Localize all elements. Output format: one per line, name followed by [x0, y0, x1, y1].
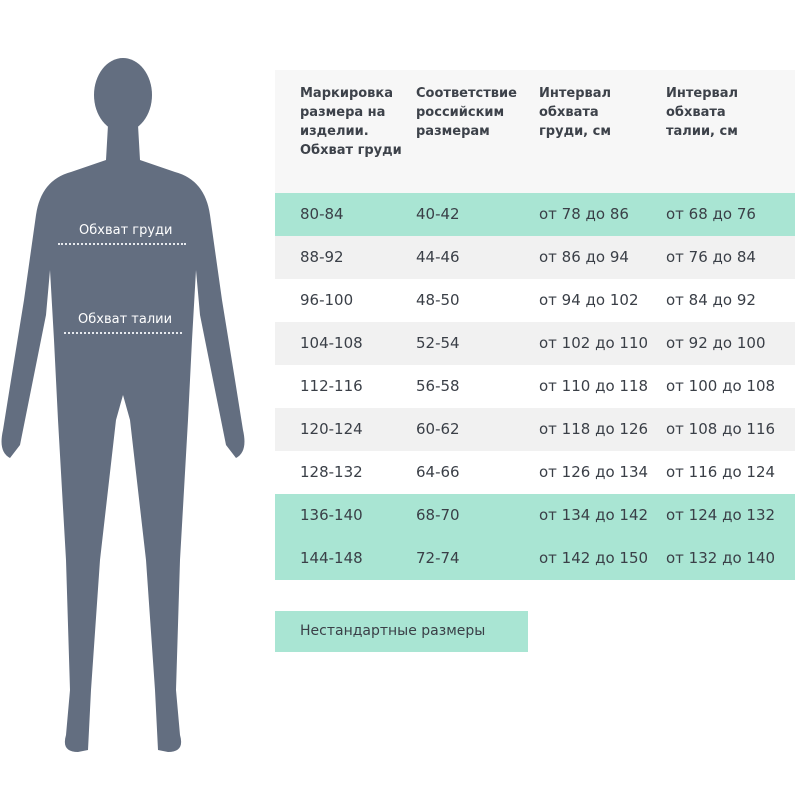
cell-mark: 112-116 — [300, 377, 363, 395]
cell-chest: от 94 до 102 — [539, 291, 639, 309]
cell-chest: от 142 до 150 — [539, 549, 649, 567]
waist-line — [64, 332, 182, 334]
cell-waist: от 100 до 108 — [666, 377, 776, 395]
cell-mark: 128-132 — [300, 463, 363, 481]
cell-mark: 80-84 — [300, 205, 344, 223]
cell-ru: 52-54 — [416, 334, 460, 352]
cell-mark: 104-108 — [300, 334, 363, 352]
cell-waist: от 124 до 132 — [666, 506, 776, 524]
waist-girth-label: Обхват талии — [78, 312, 173, 327]
chest-line — [58, 243, 186, 245]
table-row: 144-148 72-74 от 142 до 150 от 132 до 140 — [275, 537, 795, 580]
cell-ru: 48-50 — [416, 291, 460, 309]
cell-ru: 72-74 — [416, 549, 460, 567]
cell-chest: от 78 до 86 — [539, 205, 629, 223]
header-waist-range: Интервал обхвата талии, см — [666, 86, 739, 139]
cell-waist: от 92 до 100 — [666, 334, 766, 352]
cell-mark: 88-92 — [300, 248, 344, 266]
nonstandard-sizes-button[interactable]: Нестандартные размеры — [275, 611, 528, 652]
cell-chest: от 86 до 94 — [539, 248, 629, 266]
table-header: Маркировка размера на изделии. Обхват гр… — [275, 70, 795, 193]
cell-ru: 44-46 — [416, 248, 460, 266]
table-row: 96-100 48-50 от 94 до 102 от 84 до 92 — [275, 279, 795, 322]
cell-waist: от 76 до 84 — [666, 248, 756, 266]
table-row: 104-108 52-54 от 102 до 110 от 92 до 100 — [275, 322, 795, 365]
body-silhouette-figure: Обхват груди Обхват талии — [0, 0, 260, 800]
table-row: 112-116 56-58 от 110 до 118 от 100 до 108 — [275, 365, 795, 408]
cell-mark: 144-148 — [300, 549, 363, 567]
cell-waist: от 68 до 76 — [666, 205, 756, 223]
chest-girth-label: Обхват груди — [79, 223, 173, 238]
cell-waist: от 132 до 140 — [666, 549, 776, 567]
table-row: 128-132 64-66 от 126 до 134 от 116 до 124 — [275, 451, 795, 494]
cell-ru: 40-42 — [416, 205, 460, 223]
cell-ru: 56-58 — [416, 377, 460, 395]
cell-chest: от 118 до 126 — [539, 420, 649, 438]
cell-chest: от 110 до 118 — [539, 377, 649, 395]
cell-waist: от 84 до 92 — [666, 291, 756, 309]
cell-mark: 120-124 — [300, 420, 363, 438]
cell-ru: 68-70 — [416, 506, 460, 524]
cell-chest: от 134 до 142 — [539, 506, 649, 524]
cell-waist: от 108 до 116 — [666, 420, 776, 438]
table-row: 136-140 68-70 от 134 до 142 от 124 до 132 — [275, 494, 795, 537]
cell-mark: 136-140 — [300, 506, 363, 524]
cell-chest: от 102 до 110 — [539, 334, 649, 352]
cell-waist: от 116 до 124 — [666, 463, 776, 481]
table-row: 88-92 44-46 от 86 до 94 от 76 до 84 — [275, 236, 795, 279]
cell-ru: 60-62 — [416, 420, 460, 438]
cell-ru: 64-66 — [416, 463, 460, 481]
cell-chest: от 126 до 134 — [539, 463, 649, 481]
table-row: 80-84 40-42 от 78 до 86 от 68 до 76 — [275, 193, 795, 236]
man-silhouette-icon — [1, 58, 245, 752]
size-table: Маркировка размера на изделии. Обхват гр… — [275, 70, 795, 580]
table-row: 120-124 60-62 от 118 до 126 от 108 до 116 — [275, 408, 795, 451]
header-russian-size: Соответствие российским размерам — [416, 86, 517, 139]
header-size-mark: Маркировка размера на изделии. Обхват гр… — [300, 86, 402, 158]
header-chest-range: Интервал обхвата груди, см — [539, 86, 612, 139]
cell-mark: 96-100 — [300, 291, 354, 309]
